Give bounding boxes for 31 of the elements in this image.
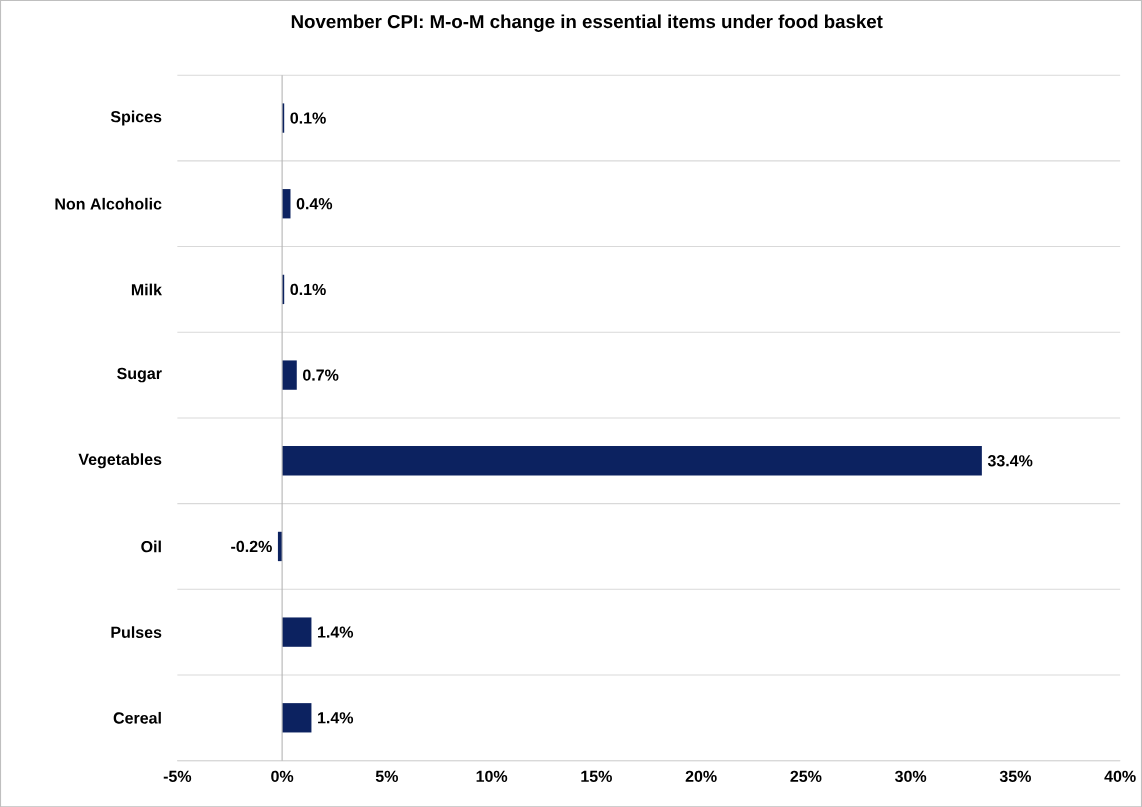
- x-tick-label: 10%: [476, 770, 508, 782]
- y-tick-label: Pulses: [111, 626, 162, 638]
- chart-title: November CPI: M-o-M change in essential items under food basket: [291, 14, 883, 32]
- y-tick-label: Vegetables: [78, 453, 162, 469]
- data-label: 0.1%: [290, 112, 326, 124]
- y-tick-label: Oil: [141, 540, 161, 553]
- data-label: 0.1%: [290, 283, 326, 295]
- data-label: 1.4%: [318, 712, 354, 724]
- y-tick-label: Spices: [110, 110, 162, 126]
- y-tick-label: Sugar: [117, 367, 162, 383]
- data-label: 33.4%: [987, 454, 1033, 467]
- y-tick-label: Non Alcoholic: [55, 197, 162, 210]
- y-tick-label: Milk: [131, 283, 162, 296]
- x-tick-label: 20%: [685, 770, 717, 782]
- bar: [282, 360, 297, 390]
- data-label: 0.7%: [303, 369, 339, 381]
- bar: [282, 702, 312, 733]
- x-tick-label: 30%: [895, 770, 927, 782]
- x-tick-label: 35%: [999, 770, 1031, 782]
- data-label: 0.4%: [296, 197, 333, 210]
- x-tick-label: -5%: [163, 770, 192, 782]
- y-tick-label: Cereal: [113, 711, 161, 724]
- x-tick-label: 0%: [271, 770, 294, 782]
- x-tick-label: 25%: [790, 770, 822, 782]
- bar: [282, 445, 982, 476]
- x-tick-label: 15%: [581, 770, 612, 782]
- x-tick-label: 5%: [375, 770, 398, 782]
- x-tick-label: 40%: [1104, 770, 1136, 782]
- data-label: -0.2%: [231, 540, 272, 552]
- data-label: 1.4%: [318, 626, 354, 638]
- bar: [282, 617, 312, 647]
